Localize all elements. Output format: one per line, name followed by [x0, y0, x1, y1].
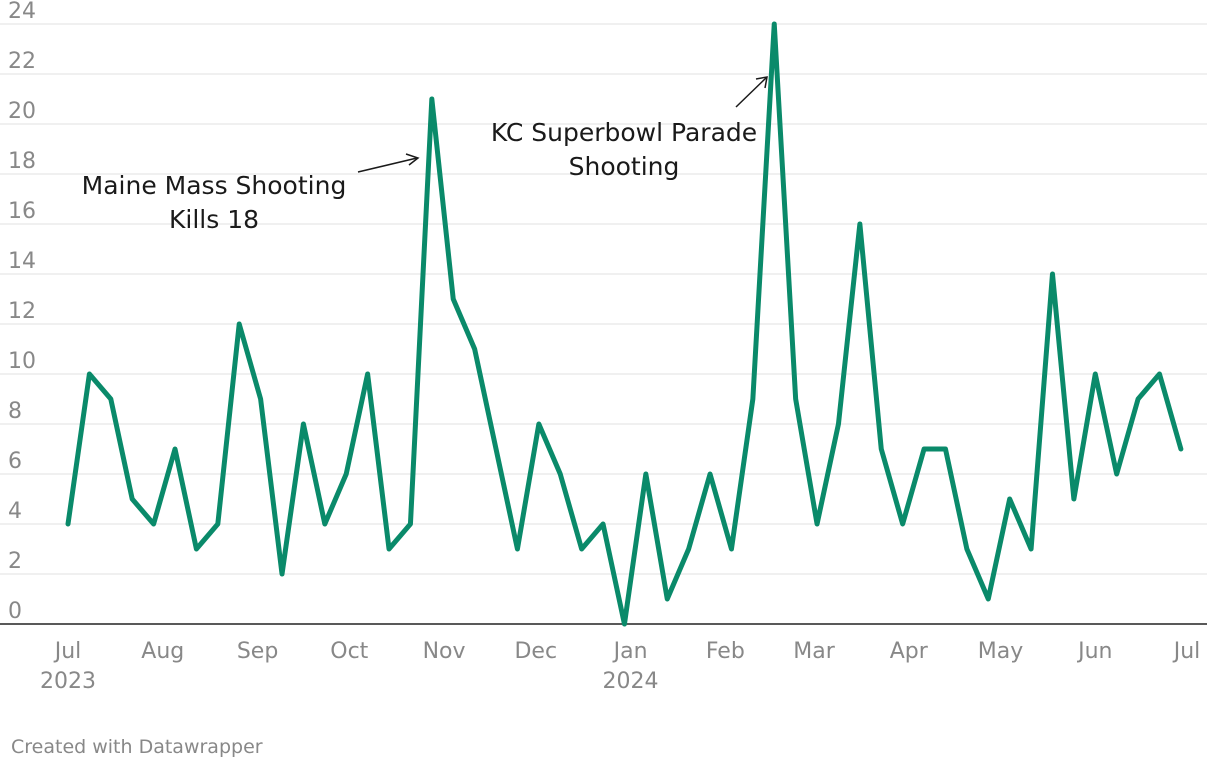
y-tick-label-20: 20 [8, 99, 36, 124]
y-tick-label-22: 22 [8, 49, 36, 74]
y-tick-label-18: 18 [8, 149, 36, 174]
x-tick-label-feb-7: Feb [706, 639, 745, 664]
x-tick-label-jan-6: Jan [612, 639, 648, 664]
annotation-maine-line2: Kills 18 [169, 205, 259, 234]
y-tick-label-12: 12 [8, 299, 36, 324]
annotation-maine-line1: Maine Mass Shooting [82, 171, 347, 200]
x-tick-label-jul-0: Jul [53, 639, 82, 664]
x-tick-label-dec-5: Dec [514, 639, 557, 664]
x-tick-label-aug-1: Aug [141, 639, 184, 664]
annotation-maine-arrow [357, 153, 420, 173]
y-tick-label-2: 2 [8, 549, 22, 574]
annotation-kc-line1: KC Superbowl Parade [491, 118, 757, 147]
x-tick-label-oct-3: Oct [330, 639, 368, 664]
annotations: Maine Mass Shooting Kills 18 KC Superbow… [82, 76, 768, 234]
datawrapper-credit: Created with Datawrapper [11, 736, 263, 758]
x-tick-label-jun-11: Jun [1076, 639, 1112, 664]
x-tick-label-mar-8: Mar [793, 639, 835, 664]
x-tick-year-2023: 2023 [40, 669, 96, 694]
x-tick-label-may-10: May [978, 639, 1023, 664]
series-group [65, 21, 1184, 627]
x-tick-label-sep-2: Sep [237, 639, 278, 664]
y-tick-label-0: 0 [8, 599, 22, 624]
annotation-kc-arrow [735, 76, 768, 108]
y-tick-label-16: 16 [8, 199, 36, 224]
y-tick-label-4: 4 [8, 499, 22, 524]
y-tick-label-8: 8 [8, 399, 22, 424]
x-tick-label-nov-4: Nov [423, 639, 466, 664]
y-tick-label-6: 6 [8, 449, 22, 474]
y-tick-label-10: 10 [8, 349, 36, 374]
gridlines [0, 23, 1207, 625]
x-tick-label-jul-12: Jul [1172, 639, 1201, 664]
y-tick-label-24: 24 [8, 0, 36, 24]
x-axis: Jul 2023 Aug Sep Oct Nov Dec Jan 2024 Feb Mar Apr Ma… [40, 639, 1200, 694]
x-tick-label-apr-9: Apr [890, 639, 929, 664]
x-tick-year-2024: 2024 [603, 669, 659, 694]
series-line-count [65, 21, 1184, 627]
y-tick-label-14: 14 [8, 249, 36, 274]
annotation-kc-line2: Shooting [569, 152, 680, 181]
